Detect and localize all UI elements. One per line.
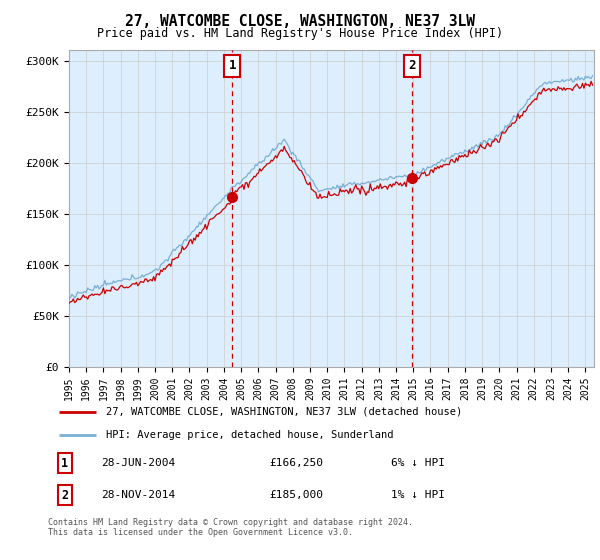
Text: Contains HM Land Registry data © Crown copyright and database right 2024.
This d: Contains HM Land Registry data © Crown c… (48, 518, 413, 538)
Text: 27, WATCOMBE CLOSE, WASHINGTON, NE37 3LW (detached house): 27, WATCOMBE CLOSE, WASHINGTON, NE37 3LW… (106, 407, 463, 417)
Text: 2: 2 (61, 489, 68, 502)
Text: 6% ↓ HPI: 6% ↓ HPI (391, 458, 445, 468)
Text: 1: 1 (61, 456, 68, 470)
Text: £166,250: £166,250 (270, 458, 324, 468)
Text: 27, WATCOMBE CLOSE, WASHINGTON, NE37 3LW: 27, WATCOMBE CLOSE, WASHINGTON, NE37 3LW (125, 14, 475, 29)
Text: 2: 2 (408, 59, 415, 72)
Text: 28-NOV-2014: 28-NOV-2014 (101, 490, 175, 500)
Text: 1: 1 (229, 59, 236, 72)
Bar (232, 50, 412, 367)
Text: 1% ↓ HPI: 1% ↓ HPI (391, 490, 445, 500)
Text: HPI: Average price, detached house, Sunderland: HPI: Average price, detached house, Sund… (106, 431, 394, 440)
Text: 28-JUN-2004: 28-JUN-2004 (101, 458, 175, 468)
Text: £185,000: £185,000 (270, 490, 324, 500)
Text: Price paid vs. HM Land Registry's House Price Index (HPI): Price paid vs. HM Land Registry's House … (97, 27, 503, 40)
